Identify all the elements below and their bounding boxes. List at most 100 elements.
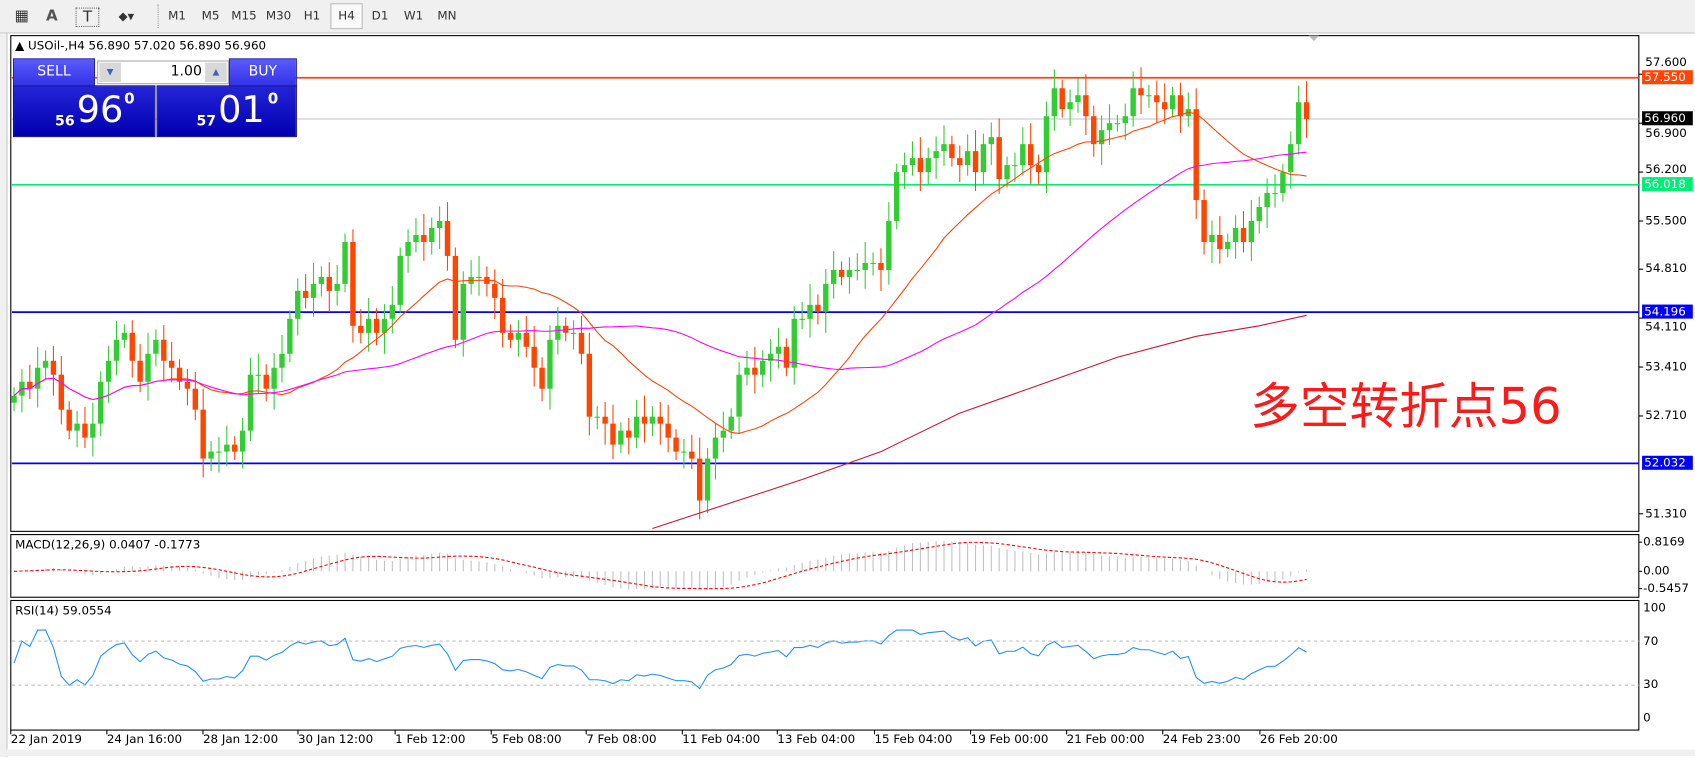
candle-body (42, 360, 49, 368)
price-tick-label: 54.810 (1645, 261, 1687, 276)
candle-body (1232, 227, 1239, 242)
annotation-text[interactable]: 多空转折点56 (1250, 376, 1562, 436)
candle-body (760, 360, 766, 375)
candle-body (74, 423, 80, 431)
candle-body (1280, 172, 1286, 194)
candle-body (168, 360, 175, 368)
candle-body (1248, 221, 1255, 242)
candle-body (720, 430, 727, 438)
candle-body (452, 255, 459, 340)
candle-body (381, 318, 388, 333)
candle-body (783, 346, 790, 368)
candle-body (1264, 193, 1270, 208)
timeframe-mn[interactable]: MN (437, 8, 457, 23)
candle-body (1106, 123, 1113, 131)
candle-body (1225, 241, 1231, 249)
timeframe-m30[interactable]: M30 (265, 8, 292, 23)
toolbar-separator (157, 4, 161, 29)
candle-body (334, 283, 340, 291)
candle-body (1256, 207, 1262, 222)
candle-body (972, 151, 979, 173)
candle-body (736, 374, 742, 417)
candle-body (263, 374, 269, 389)
timeframe-h4[interactable]: H4 (330, 3, 363, 30)
candle-body (444, 221, 451, 256)
lot-size-field[interactable]: ▼ 1.00 ▲ (97, 60, 229, 85)
candle-body (665, 423, 671, 438)
candle-body (326, 276, 332, 291)
candle-body (594, 416, 600, 418)
level-tag-56.018: 56.018 (1642, 177, 1693, 192)
candle-body (373, 318, 380, 333)
candle-body (66, 409, 72, 431)
timeframe-m5[interactable]: M5 (201, 8, 220, 23)
timeframe-m1[interactable]: M1 (168, 8, 186, 23)
macd-pane-frame (10, 534, 1640, 598)
lot-increase-icon[interactable]: ▲ (205, 62, 227, 83)
text-a-icon[interactable]: A (45, 7, 58, 25)
price-tick-label: 55.500 (1645, 213, 1687, 228)
candle-body (1059, 88, 1065, 110)
candle-body (838, 269, 845, 277)
grid-f-icon[interactable]: ▦ (14, 7, 29, 25)
price-tick-label: 56.900 (1645, 126, 1687, 141)
candle-body (11, 395, 17, 403)
time-tick-label: 15 Feb 04:00 (874, 732, 953, 747)
candle-body (145, 353, 151, 382)
candle-body (295, 290, 301, 319)
candle-body (925, 158, 931, 173)
candle-body (728, 416, 734, 431)
candle-body (894, 172, 900, 222)
candle-body (531, 346, 537, 368)
candle-body (50, 360, 57, 375)
timeframe-h1[interactable]: H1 (303, 8, 321, 23)
candle-body (58, 374, 65, 410)
candle-body (752, 367, 758, 375)
rsi-line (13, 629, 1307, 690)
candle-body (176, 367, 183, 382)
sell-button[interactable]: SELL (12, 58, 96, 87)
candle-body (1067, 102, 1073, 110)
candle-body (539, 367, 545, 389)
lot-value[interactable]: 1.00 (170, 63, 202, 80)
candle-body (499, 297, 506, 333)
candle-body (555, 325, 561, 340)
candle-body (846, 269, 853, 277)
timeframe-w1[interactable]: W1 (403, 8, 424, 23)
sell-price-pips: 96 (76, 88, 124, 132)
candle-body (570, 332, 577, 334)
sell-price-prefix: 56 (55, 113, 75, 130)
timeframe-d1[interactable]: D1 (371, 8, 389, 23)
rsi-pane-frame (10, 599, 1640, 731)
rsi-label: RSI(14) 59.0554 (15, 603, 112, 618)
buy-button[interactable]: BUY (228, 58, 297, 87)
lot-decrease-icon[interactable]: ▼ (99, 62, 121, 83)
candle-body (618, 430, 624, 445)
text-box-icon[interactable]: T (75, 7, 100, 28)
buy-price-button[interactable]: 57 01 0 (156, 85, 297, 138)
arrows-dropdown-icon[interactable]: ⬥▾ (118, 8, 135, 24)
price-tick-label: 53.410 (1645, 359, 1687, 374)
sell-price-button[interactable]: 56 96 0 (12, 85, 156, 138)
candle-body (996, 137, 1002, 180)
candle-body (578, 332, 585, 354)
left-dock-strip (0, 33, 8, 757)
macd-tick-label: -0.5457 (1643, 581, 1690, 596)
main-pane-frame (10, 35, 1640, 532)
timeframe-m15[interactable]: M15 (231, 8, 257, 23)
candle-body (1209, 234, 1215, 242)
buy-price-prefix: 57 (196, 113, 217, 130)
time-tick-label: 24 Feb 23:00 (1162, 732, 1241, 747)
candle-body (689, 451, 695, 459)
candle-body (1098, 130, 1105, 145)
collapse-triangle-icon[interactable]: ▲ (15, 38, 25, 53)
time-tick-label: 30 Jan 12:00 (297, 732, 374, 747)
candle-body (476, 276, 482, 278)
candle-body (129, 332, 135, 361)
price-tick-label: 54.110 (1645, 319, 1687, 334)
candle-body (1083, 95, 1089, 117)
level-tag-56.960: 56.960 (1642, 111, 1693, 126)
time-tick-label: 13 Feb 04:00 (777, 732, 856, 747)
